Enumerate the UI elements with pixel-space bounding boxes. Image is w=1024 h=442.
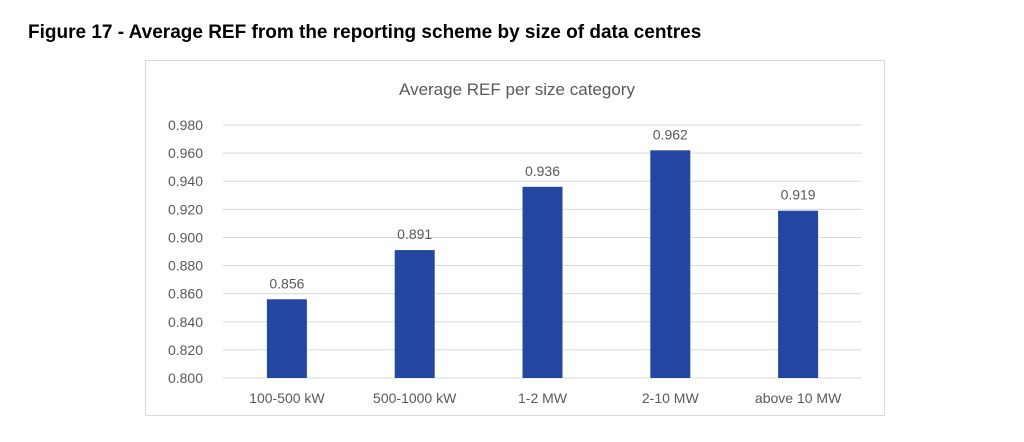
x-axis-ticks: 100-500 kW 500-1000 kW 1-2 MW 2-10 MW above … bbox=[249, 390, 842, 406]
data-label: 0.891 bbox=[397, 226, 432, 242]
data-label: 0.962 bbox=[653, 126, 688, 142]
y-tick-label: 0.800 bbox=[168, 370, 203, 386]
x-tick-label: above 10 MW bbox=[755, 390, 842, 406]
x-tick-label: 1-2 MW bbox=[518, 390, 568, 406]
bar bbox=[778, 210, 819, 378]
figure-caption: Figure 17 - Average REF from the reporti… bbox=[28, 22, 702, 43]
chart-container: Average REF per size category 0.800 0.820… bbox=[145, 60, 885, 416]
bar-chart: Average REF per size category 0.800 0.820… bbox=[168, 80, 862, 406]
y-tick-label: 0.820 bbox=[168, 342, 203, 358]
bar bbox=[266, 299, 307, 378]
y-tick-label: 0.960 bbox=[168, 145, 203, 161]
y-tick-label: 0.980 bbox=[168, 117, 203, 133]
x-tick-label: 500-1000 kW bbox=[373, 390, 457, 406]
y-tick-label: 0.860 bbox=[168, 286, 203, 302]
bars bbox=[266, 150, 819, 378]
bar bbox=[650, 150, 691, 378]
data-label: 0.856 bbox=[269, 275, 304, 291]
data-label: 0.936 bbox=[525, 163, 560, 179]
x-tick-label: 2-10 MW bbox=[642, 390, 700, 406]
y-axis-ticks: 0.800 0.820 0.840 0.860 0.880 0.900 0.920 0.940… bbox=[168, 117, 203, 386]
y-tick-label: 0.940 bbox=[168, 173, 203, 189]
chart-title: Average REF per size category bbox=[399, 80, 635, 99]
y-tick-label: 0.900 bbox=[168, 229, 203, 245]
data-label: 0.919 bbox=[781, 187, 816, 203]
bar bbox=[522, 186, 563, 378]
bar bbox=[394, 250, 435, 378]
y-tick-label: 0.880 bbox=[168, 258, 203, 274]
data-labels: 0.856 0.891 0.936 0.962 0.919 bbox=[269, 126, 815, 291]
y-tick-label: 0.840 bbox=[168, 314, 203, 330]
x-tick-label: 100-500 kW bbox=[249, 390, 325, 406]
y-tick-label: 0.920 bbox=[168, 201, 203, 217]
